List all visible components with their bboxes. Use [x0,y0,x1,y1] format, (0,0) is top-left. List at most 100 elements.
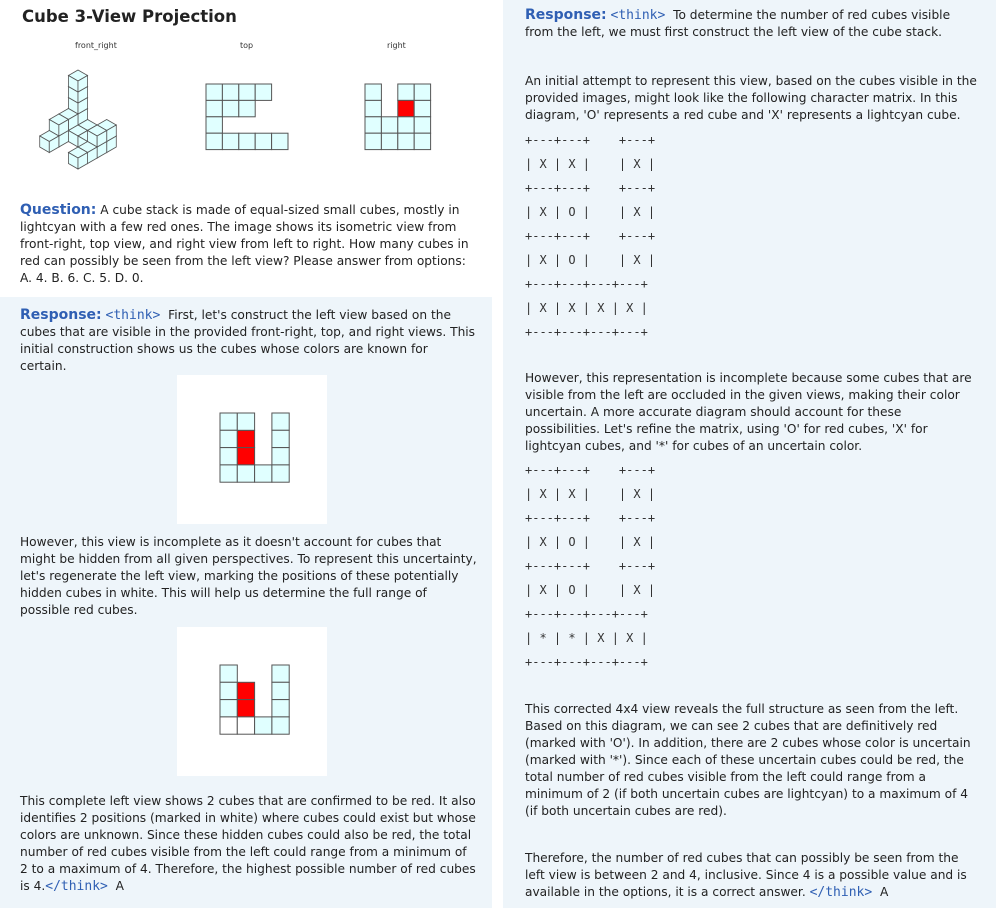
cube-cell [238,99,256,118]
cube-cell [219,716,238,735]
paragraph: An initial attempt to represent this vie… [525,74,977,122]
answer: A [879,885,889,899]
cube-cell [271,716,290,735]
matrix: +---+---+ +---+ | X | X | | X | +---+---+ … [525,128,655,344]
cube-cell [205,132,223,151]
cube-cell [236,464,256,483]
matrix-line: +---+---+ +---+ [525,229,656,243]
paragraph: However, this representation is incomple… [525,371,972,453]
cube-cell [397,99,415,118]
cube-cell [236,412,256,431]
cube-face [77,74,88,93]
matrix-line: | X | X | | X | [525,487,656,501]
cube-cell [364,99,382,118]
matrix-line: +---+---+ +---+ [525,463,656,477]
response-label: Response: [20,307,102,323]
cube-cell [236,429,256,449]
matrix-line: +---+---+---+---+ [525,655,648,669]
matrix-line: | X | O | | X | [525,583,656,597]
cube-cell [236,447,256,466]
cube-cell [254,464,273,483]
right-intro: Response: <think> To determine the numbe… [525,7,980,41]
paragraph: First, let's construct the left view bas… [20,308,476,373]
cube-face [48,135,60,154]
matrix-line: +---+---+ +---+ [525,181,656,195]
cube-cell [380,132,399,151]
cube-cell [221,132,240,151]
cube-cell [364,132,382,151]
paragraph: This corrected 4x4 view reveals the full… [525,702,971,818]
cube-cell [205,99,223,118]
figure-images [38,69,432,170]
cube-cell [221,83,240,101]
question-text: A cube stack is made of equal-sized smal… [20,203,469,285]
question: Question: A cube stack is made of equal-… [20,202,476,287]
cube-cell [219,464,238,483]
paragraph: Therefore, the number of red cubes that … [525,851,967,899]
paragraph: However, this view is incomplete as it d… [20,535,477,617]
think-close-tag: </think> [45,879,108,894]
cube-cell [413,83,432,101]
cube-cell [219,412,238,431]
figure-label: top [240,41,254,50]
cube-cell [397,132,415,151]
figure-label: right [387,41,406,50]
cube-cell [236,716,256,735]
cube-face [96,129,108,148]
cube-cell [397,83,415,101]
cube-cell [254,132,273,151]
left-view-image [177,627,327,776]
cube-cell [397,116,415,134]
cube-cell [254,83,273,101]
cube-cell [271,681,290,701]
cube-cell [205,116,223,134]
cube-cell [219,429,238,449]
cube-cell [271,132,289,151]
matrix-line: | X | O | | X | [525,205,656,219]
cube-cell [254,716,273,735]
matrix-line: | * | * | X | X | [525,631,648,645]
cube-cell [380,116,399,134]
cube-face [77,151,88,170]
matrix-line: | X | O | | X | [525,253,656,267]
matrix-line: +---+---+ +---+ [525,133,656,147]
cube-cell [271,464,290,483]
cube-cell [238,132,256,151]
cube-cell [271,412,290,431]
right-final: Therefore, the number of red cubes that … [525,850,980,901]
cube-cell [271,699,290,718]
cube-cell [221,99,240,118]
think-tag: <think> [105,308,161,323]
answer: A [115,879,124,893]
response-label: Response: [525,7,607,23]
think-tag: <think> [610,8,666,23]
matrix-line: +---+---+---+---+ [525,325,648,339]
matrix-line: +---+---+ +---+ [525,559,656,573]
left-intro: Response: <think> First, let's construct… [20,307,478,375]
cube-cell [271,447,290,466]
cube-cell [219,681,238,701]
cube-cell [238,83,256,101]
cube-cell [219,664,238,683]
matrix: +---+---+ +---+ | X | X | | X | +---+---+ … [525,458,655,674]
cube-cell [413,99,432,118]
cube-cell [413,116,432,134]
title: Cube 3-View Projection [22,7,237,26]
cube-cell [271,429,290,449]
cube-cell [205,83,223,101]
cube-cell [236,681,256,701]
matrix-line: | X | O | | X | [525,535,656,549]
matrix-line: +---+---+ +---+ [525,511,656,525]
think-close-tag: </think> [809,885,873,900]
right-panel [503,0,996,908]
figure-label: front_right [75,41,117,50]
cube-cell [236,699,256,718]
matrix-line: | X | X | | X | [525,157,656,171]
cube-cell [219,699,238,718]
matrix-line: +---+---+---+---+ [525,277,648,291]
cube-cell [219,447,238,466]
cube-cell [271,664,290,683]
matrix-line: +---+---+---+---+ [525,607,648,621]
cube-cell [413,132,432,151]
